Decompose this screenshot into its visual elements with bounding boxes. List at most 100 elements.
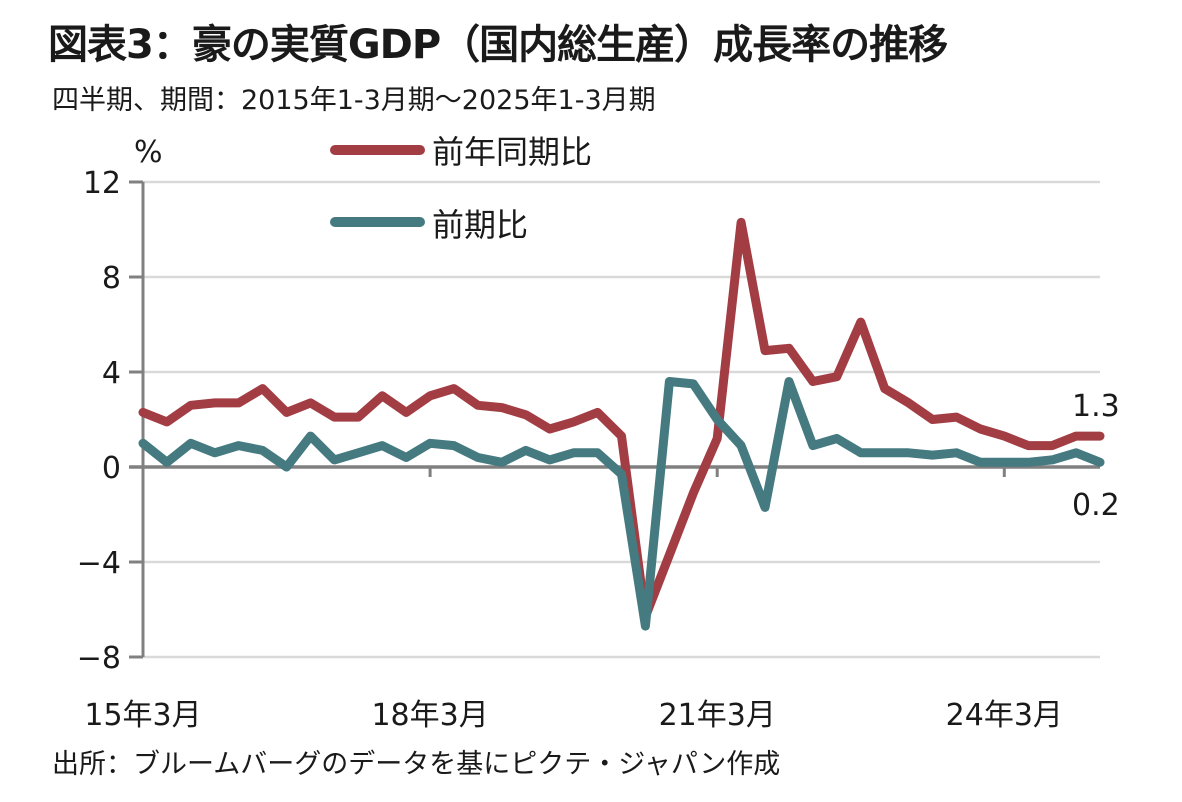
data-point (501, 407, 503, 409)
source-note: 出所：ブルームバーグのデータを基にピクテ・ジャパン作成 (52, 749, 781, 780)
data-point (238, 445, 240, 447)
y-tick-label: 8 (102, 261, 121, 296)
data-point (214, 402, 216, 404)
data-point (1099, 435, 1101, 437)
data-point (1051, 445, 1053, 447)
data-point (238, 402, 240, 404)
data-point (262, 449, 264, 451)
data-point (788, 347, 790, 349)
data-point (668, 381, 670, 382)
data-point (477, 457, 479, 458)
data-point (357, 416, 359, 418)
data-point (549, 428, 551, 430)
data-point (190, 404, 192, 406)
y-tick-label: 4 (102, 356, 121, 391)
data-point (884, 452, 886, 454)
legend-label-yoy: 前年同期比 (432, 133, 592, 171)
legend: 前年同期比 前期比 (330, 133, 592, 244)
data-point (597, 452, 599, 454)
data-point (716, 438, 718, 439)
data-point (453, 388, 455, 390)
chart-subtitle: 四半期、期間：2015年1-3月期～2025年1-3月期 (52, 85, 656, 116)
data-point (597, 411, 599, 413)
data-point (740, 445, 742, 447)
x-tick-label: 24年3月 (946, 698, 1063, 733)
data-point (955, 416, 957, 418)
data-point (381, 395, 383, 397)
data-point (908, 452, 910, 454)
data-point (716, 419, 718, 420)
data-point (477, 404, 479, 406)
data-point (1099, 461, 1101, 463)
data-point (573, 452, 575, 454)
data-point (501, 461, 503, 463)
data-point (573, 421, 575, 423)
y-tick-label: 0 (102, 451, 121, 486)
data-point (836, 376, 838, 378)
data-point (932, 454, 934, 456)
data-point (764, 350, 766, 352)
data-point (1027, 461, 1029, 463)
data-point (908, 402, 910, 404)
data-point (357, 452, 359, 454)
data-point (1003, 435, 1005, 437)
end-label-yoy: 1.3 (1072, 389, 1120, 424)
data-point (860, 321, 862, 323)
data-point (932, 419, 934, 420)
data-point (549, 459, 551, 461)
data-point (1027, 445, 1029, 447)
data-point (286, 411, 288, 413)
data-point (884, 388, 886, 390)
x-tick-label: 18年3月 (371, 698, 488, 733)
y-tick-label: −8 (77, 641, 121, 676)
data-point (525, 449, 527, 451)
legend-label-qoq: 前期比 (432, 206, 528, 244)
data-point (860, 452, 862, 454)
data-point (333, 459, 335, 461)
data-point (740, 221, 742, 223)
data-point (142, 442, 144, 444)
data-point (692, 492, 694, 494)
data-point (812, 445, 814, 447)
data-point (166, 421, 168, 423)
data-point (333, 416, 335, 418)
data-point (812, 381, 814, 382)
data-point (405, 411, 407, 413)
data-point (644, 625, 646, 627)
data-point (1075, 452, 1077, 454)
data-point (979, 461, 981, 463)
data-point (190, 442, 192, 444)
end-label-qoq: 0.2 (1072, 488, 1120, 523)
data-point (1051, 459, 1053, 461)
data-point (309, 435, 311, 437)
y-tick-label: 12 (83, 166, 121, 201)
data-point (621, 435, 622, 437)
data-point (309, 402, 311, 404)
data-point (1075, 435, 1077, 437)
y-tick-label: −4 (77, 546, 121, 581)
data-point (788, 381, 790, 382)
x-tick-label: 21年3月 (659, 698, 776, 733)
series-line-yoy (138, 217, 1105, 622)
data-point (668, 554, 670, 556)
data-point (955, 452, 957, 454)
data-point (429, 442, 431, 444)
data-point (381, 445, 383, 447)
data-point (142, 411, 144, 413)
data-point (453, 445, 455, 447)
data-point (525, 414, 527, 416)
data-point (692, 383, 694, 385)
data-point (621, 473, 622, 475)
data-point (166, 461, 168, 463)
chart-title: 図表3：豪の実質GDP（国内総生産）成長率の推移 (48, 22, 948, 68)
data-point (262, 388, 264, 390)
data-point (286, 466, 288, 468)
data-point (979, 428, 981, 430)
x-tick-label: 15年3月 (84, 698, 201, 733)
data-point (405, 457, 407, 458)
y-axis-unit-label: % (134, 135, 163, 170)
data-point (1003, 461, 1005, 463)
data-point (836, 438, 838, 439)
